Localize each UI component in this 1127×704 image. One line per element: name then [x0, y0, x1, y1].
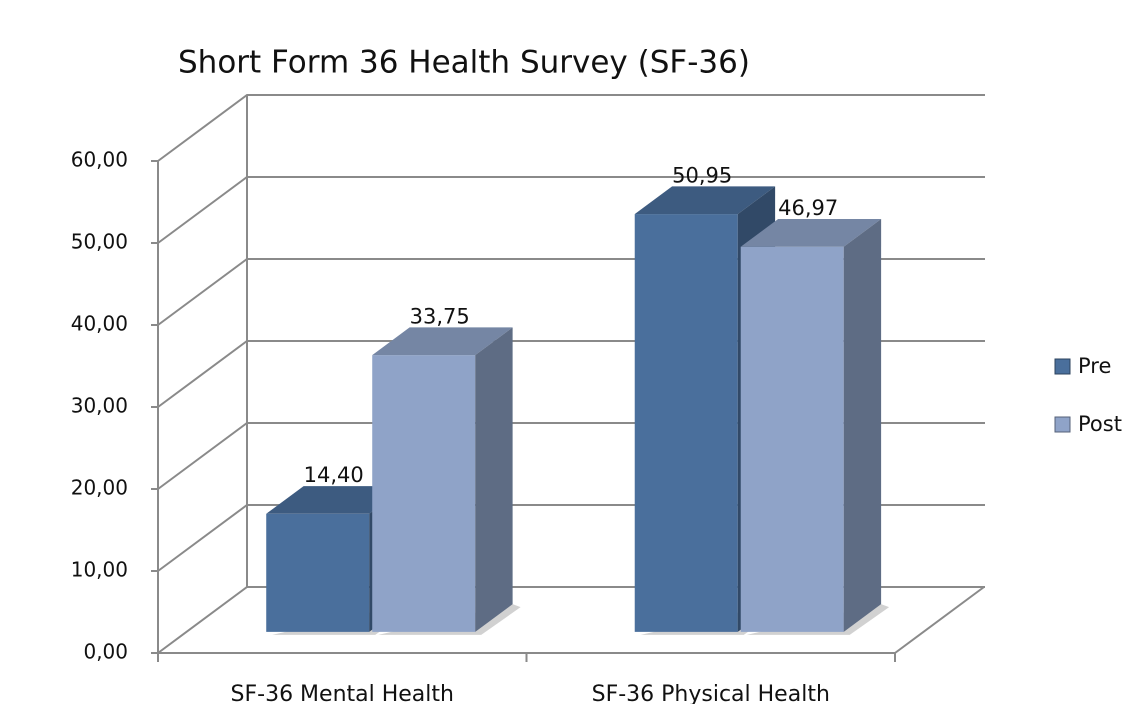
bar-top	[740, 219, 882, 247]
bar-top	[266, 486, 407, 514]
legend-label: Post	[1078, 412, 1122, 436]
bar-top	[372, 327, 513, 356]
x-tick-label: SF-36 Physical Health	[592, 682, 830, 704]
y-tick-label: 0,00	[83, 640, 128, 664]
bar	[372, 355, 476, 632]
y-tick-label: 30,00	[71, 394, 128, 418]
y-tick-label: 50,00	[71, 230, 128, 254]
y-tick-label: 60,00	[71, 148, 128, 172]
bar-side	[843, 219, 882, 632]
legend-label: Pre	[1078, 354, 1111, 378]
bar	[740, 246, 844, 632]
y-tick-label: 40,00	[71, 312, 128, 336]
data-label: 33,75	[410, 304, 470, 328]
data-label: 14,40	[304, 463, 364, 487]
chart-title: Short Form 36 Health Survey (SF-36)	[178, 45, 750, 81]
data-label: 46,97	[778, 196, 838, 220]
y-tick-label: 10,00	[71, 558, 128, 582]
legend-swatch	[1054, 416, 1071, 433]
x-tick-label: SF-36 Mental Health	[231, 682, 454, 704]
y-tick-label: 20,00	[71, 476, 128, 500]
bar	[634, 214, 738, 632]
grid-line	[157, 176, 985, 244]
floor-edge	[894, 586, 985, 654]
data-label: 50,95	[672, 163, 732, 187]
bar	[266, 513, 370, 632]
bar-top	[634, 186, 776, 215]
legend-swatch	[1054, 358, 1071, 375]
grid-line	[157, 94, 985, 162]
bar-side	[475, 327, 513, 632]
